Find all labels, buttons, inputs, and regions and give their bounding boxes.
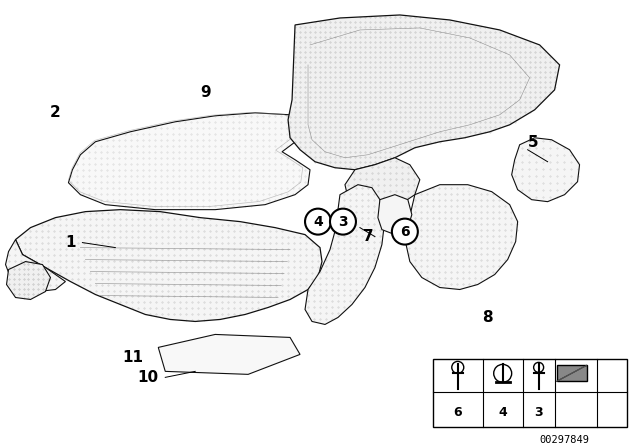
Text: 11: 11 (122, 350, 143, 365)
Circle shape (392, 219, 418, 245)
Text: 9: 9 (200, 85, 211, 100)
Polygon shape (345, 158, 420, 210)
Text: 4: 4 (313, 215, 323, 228)
Polygon shape (158, 334, 300, 375)
Polygon shape (15, 210, 322, 322)
Text: 1: 1 (65, 235, 76, 250)
Text: 4: 4 (499, 406, 507, 419)
Bar (433, 359, 627, 427)
Polygon shape (68, 113, 310, 210)
FancyBboxPatch shape (557, 366, 586, 381)
Text: 6: 6 (400, 224, 410, 239)
Text: 8: 8 (483, 310, 493, 325)
Text: 2: 2 (50, 105, 61, 121)
Text: 10: 10 (138, 370, 159, 385)
Text: 7: 7 (363, 229, 373, 244)
Circle shape (330, 209, 356, 235)
Polygon shape (406, 185, 518, 289)
Polygon shape (288, 15, 559, 170)
Circle shape (305, 209, 331, 235)
Polygon shape (511, 138, 580, 202)
Polygon shape (378, 195, 412, 235)
Polygon shape (305, 185, 385, 324)
Polygon shape (6, 262, 51, 300)
Text: 00297849: 00297849 (540, 435, 589, 445)
Text: 3: 3 (338, 215, 348, 228)
Text: 5: 5 (527, 135, 538, 150)
Text: 6: 6 (454, 406, 462, 419)
Polygon shape (6, 240, 65, 292)
Text: 3: 3 (534, 406, 543, 419)
